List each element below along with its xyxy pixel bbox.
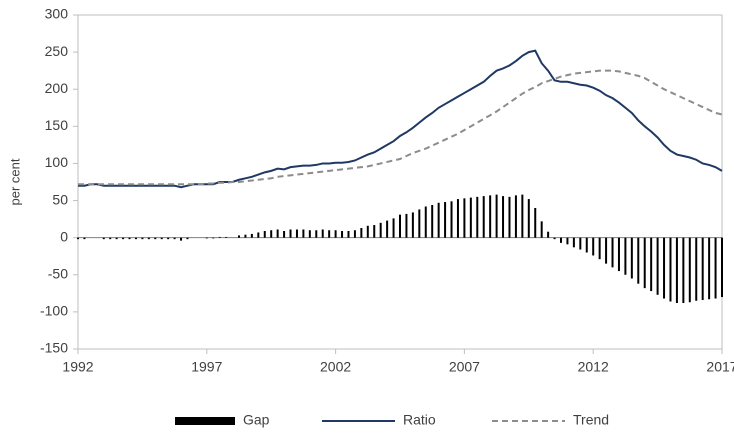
y-tick-label: -50 — [48, 265, 68, 281]
y-tick-label: 150 — [45, 117, 69, 133]
y-tick-label: 250 — [45, 43, 69, 59]
legend-label: Ratio — [403, 412, 436, 428]
y-tick-label: 0 — [60, 228, 68, 244]
legend-swatch — [175, 417, 235, 425]
x-tick-label: 2012 — [578, 359, 609, 375]
x-tick-label: 1997 — [191, 359, 222, 375]
legend-label: Gap — [243, 412, 270, 428]
x-tick-label: 2002 — [320, 359, 351, 375]
trend-line — [78, 69, 723, 186]
x-tick-label: 2017 — [706, 359, 734, 375]
y-tick-label: 50 — [52, 191, 68, 207]
y-tick-label: -150 — [40, 340, 68, 356]
ratio-line — [78, 49, 723, 189]
y-tick-label: 200 — [45, 80, 69, 96]
y-tick-label: 300 — [45, 6, 69, 22]
x-tick-label: 2007 — [449, 359, 480, 375]
y-tick-label: -100 — [40, 303, 68, 319]
x-tick-label: 1992 — [62, 359, 93, 375]
plot-frame — [77, 14, 723, 350]
y-axis-label: per cent — [7, 158, 22, 205]
legend-label: Trend — [573, 412, 609, 428]
y-tick-label: 100 — [45, 154, 69, 170]
